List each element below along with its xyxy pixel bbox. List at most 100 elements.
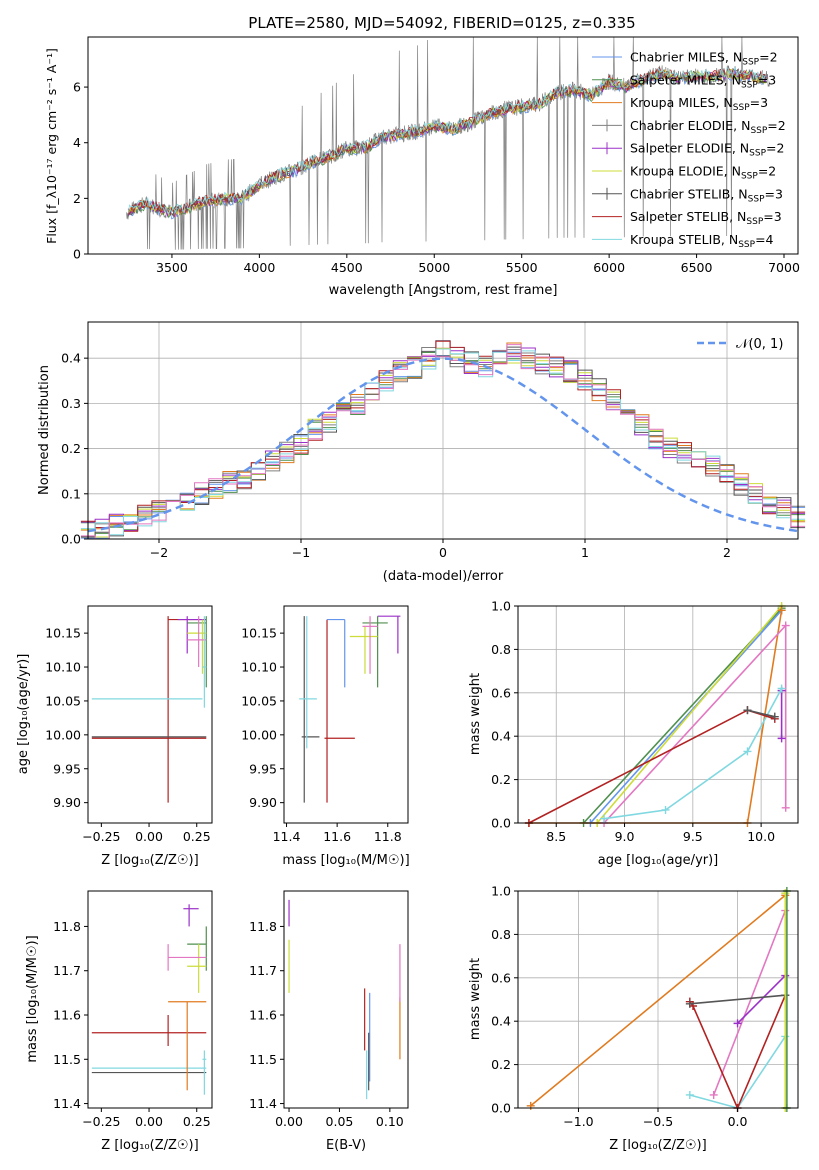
residual-legend-label: 𝒩(0, 1) bbox=[736, 337, 783, 352]
mass-vs-Z-panel: −0.25 0.00 0.25 11.4 11.5 11.6 11.7 11.8 Z [log… bbox=[25, 890, 213, 1153]
mw-vs-age-ylabel: mass weight bbox=[468, 673, 483, 755]
errorbar-point bbox=[299, 616, 317, 749]
x-tick-label: 0.00 bbox=[275, 1114, 303, 1129]
mass-weight-marker bbox=[733, 1019, 742, 1028]
spectrum-traces bbox=[126, 36, 771, 250]
y-tick-label: 10.10 bbox=[45, 660, 81, 675]
errorbar-point bbox=[202, 1050, 207, 1095]
mass-weight-line bbox=[528, 610, 783, 824]
x-tick-label: −0.25 bbox=[82, 829, 120, 844]
y-tick-label: 9.95 bbox=[249, 761, 277, 776]
legend-label: Chabrier ELODIE, NSSP=2 bbox=[630, 118, 786, 136]
x-tick-label: 0.25 bbox=[183, 829, 211, 844]
model-spectrum-salpeter_stelib bbox=[127, 66, 767, 217]
x-tick-label: 4000 bbox=[243, 260, 275, 275]
y-tick-label: 9.90 bbox=[53, 795, 81, 810]
y-tick-label: 11.6 bbox=[249, 1008, 277, 1023]
legend-subscript: SSP bbox=[741, 172, 758, 182]
mw-vs-Z-grid bbox=[518, 890, 798, 1109]
y-tick-label: 10.05 bbox=[45, 693, 81, 708]
legend-subscript: SSP bbox=[742, 58, 759, 68]
mw-vs-Z-xlabel: Z [log₁₀(Z/Z☉)] bbox=[609, 1138, 706, 1153]
errorbar-point bbox=[183, 904, 199, 927]
legend-label: Kroupa MILES, NSSP=3 bbox=[630, 95, 768, 113]
residual-ticks: −2 −1 0 1 2 0.0 0.1 0.2 0.3 0.4 bbox=[61, 351, 731, 560]
y-tick-label: 0.2 bbox=[491, 772, 511, 787]
y-tick-label: 11.5 bbox=[53, 1052, 81, 1067]
mass-weight-marker bbox=[781, 803, 790, 812]
mass-weight-marker bbox=[743, 706, 752, 715]
x-tick-label: 11.6 bbox=[323, 829, 351, 844]
errorbar-point bbox=[301, 616, 320, 803]
age-vs-mass-points bbox=[299, 615, 401, 803]
legend-subscript: SSP bbox=[738, 240, 755, 250]
mass-weight-line bbox=[689, 994, 786, 1005]
x-tick-label: 8.5 bbox=[546, 829, 566, 844]
mass-weight-marker bbox=[743, 747, 752, 756]
y-tick-label: 11.8 bbox=[249, 919, 277, 934]
histogram-kroupa_stelib bbox=[80, 348, 806, 536]
y-tick-label: 11.4 bbox=[53, 1096, 81, 1111]
mw-vs-Z-panel: −1.0 −0.5 0.0 0.0 0.2 0.4 0.6 0.8 1.0 Z [log₁₀(Z… bbox=[468, 884, 799, 1153]
legend-subscript: SSP bbox=[748, 194, 765, 204]
y-tick-label: 0.0 bbox=[61, 532, 81, 547]
y-tick-label: 10.15 bbox=[241, 626, 277, 641]
legend-subscript: SSP bbox=[746, 217, 763, 227]
mass-vs-Z-ylabel: mass [log₁₀(M/M☉)] bbox=[25, 935, 40, 1062]
mass-weight-marker bbox=[709, 1090, 718, 1099]
mw-vs-age-grid bbox=[518, 605, 798, 824]
mass-weight-marker bbox=[685, 1090, 694, 1099]
x-tick-label: 6500 bbox=[681, 260, 713, 275]
age-vs-Z-points bbox=[91, 616, 207, 803]
legend-value: =3 bbox=[750, 95, 768, 110]
x-tick-label: 5500 bbox=[506, 260, 538, 275]
errorbar-point bbox=[362, 616, 378, 674]
mw-vs-age-xlabel: age [log₁₀(age/yr)] bbox=[598, 853, 719, 868]
mass-weight-marker bbox=[661, 805, 670, 814]
spectrum-panel: 3500 4000 4500 5000 5500 6000 6500 7000 0 2 4 6 wav… bbox=[44, 36, 800, 298]
mass-vs-Z-ticks: −0.25 0.00 0.25 11.4 11.5 11.6 11.7 11.8 bbox=[53, 919, 211, 1129]
x-tick-label: 3500 bbox=[156, 260, 188, 275]
y-tick-label: 0.0 bbox=[491, 816, 511, 831]
x-tick-label: 0 bbox=[439, 545, 447, 560]
residual-xlabel: (data-model)/error bbox=[383, 569, 504, 584]
age-vs-Z-panel: −0.25 0.00 0.25 9.90 9.95 10.00 10.05 10.10 10.1… bbox=[16, 605, 213, 868]
y-tick-label: 11.5 bbox=[249, 1052, 277, 1067]
mass-weight-line bbox=[736, 975, 786, 1024]
mass-vs-ebv-points bbox=[288, 899, 401, 1100]
mass-vs-Z-points bbox=[91, 904, 207, 1095]
y-tick-label: 0.2 bbox=[61, 441, 81, 456]
legend-value: =2 bbox=[767, 118, 785, 133]
y-tick-label: 0.2 bbox=[491, 1057, 511, 1072]
x-tick-label: −0.25 bbox=[82, 1114, 120, 1129]
x-tick-label: −1.0 bbox=[563, 1114, 593, 1129]
errorbar-point bbox=[187, 619, 207, 674]
y-tick-label: 6 bbox=[73, 80, 81, 95]
legend-label: Salpeter STELIB, NSSP=3 bbox=[630, 209, 782, 227]
x-tick-label: 11.8 bbox=[374, 829, 402, 844]
y-tick-label: 11.4 bbox=[249, 1096, 277, 1111]
mw-vs-age-frame bbox=[517, 605, 799, 824]
y-tick-label: 9.90 bbox=[249, 795, 277, 810]
legend-subscript: SSP bbox=[750, 126, 767, 136]
y-tick-label: 11.8 bbox=[53, 919, 81, 934]
mass-weight-marker bbox=[600, 814, 609, 823]
mass-vs-Z-xlabel: Z [log₁₀(Z/Z☉)] bbox=[101, 1138, 198, 1153]
legend-subscript: SSP bbox=[741, 80, 758, 90]
x-tick-label: 0.0 bbox=[728, 1114, 748, 1129]
y-tick-label: 9.95 bbox=[53, 761, 81, 776]
errorbar-point bbox=[168, 1001, 207, 1091]
mass-vs-ebv-panel: 0.00 0.05 0.10 11.4 11.5 11.6 11.7 11.8 E(B-V) bbox=[249, 890, 409, 1153]
legend-value: =2 bbox=[758, 164, 776, 179]
residual-legend: 𝒩(0, 1) bbox=[697, 337, 783, 352]
x-tick-label: 0.00 bbox=[135, 1114, 163, 1129]
legend-subscript: SSP bbox=[733, 103, 750, 113]
model-spectrum-chabrier_stelib bbox=[128, 67, 767, 217]
y-tick-label: 10.00 bbox=[241, 727, 277, 742]
mass-weight-line bbox=[603, 623, 787, 824]
y-tick-label: 10.15 bbox=[45, 626, 81, 641]
x-tick-label: −2 bbox=[150, 545, 168, 560]
y-tick-label: 10.10 bbox=[241, 660, 277, 675]
spectrum-ylabel: Flux [f_λ10⁻¹⁷ erg cm⁻² s⁻¹ A⁻¹] bbox=[44, 48, 59, 244]
